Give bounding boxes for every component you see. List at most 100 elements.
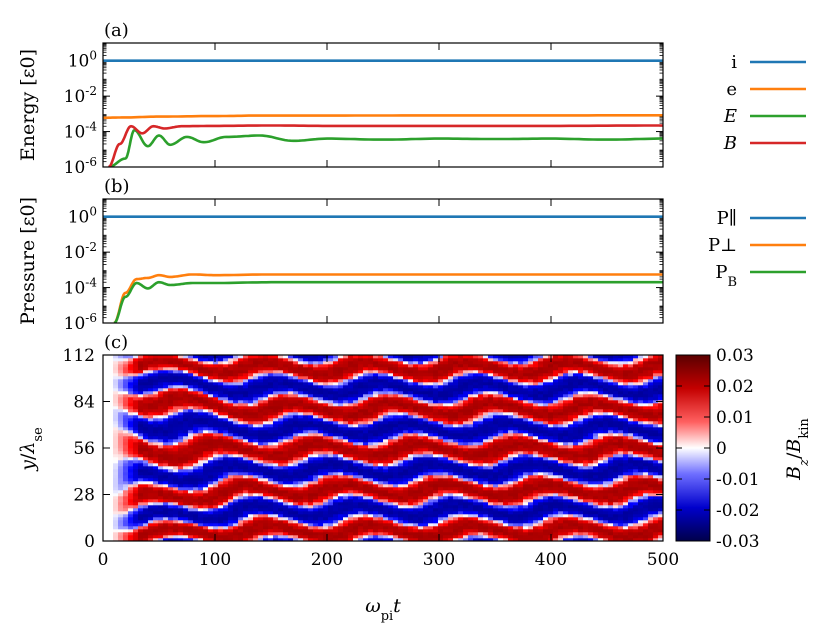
- heatmap-cell: [383, 493, 389, 497]
- heatmap-cell: [103, 466, 109, 470]
- heatmap-cell: [143, 493, 149, 497]
- heatmap-cell: [268, 526, 274, 530]
- heatmap-cell: [103, 475, 109, 479]
- heatmap-cell: [303, 361, 309, 365]
- heatmap-cell: [373, 469, 379, 473]
- heatmap-cell: [468, 490, 474, 494]
- heatmap-cell: [418, 457, 424, 461]
- heatmap-cell: [133, 508, 139, 512]
- heatmap-cell: [363, 460, 369, 464]
- heatmap-cell: [183, 376, 189, 380]
- heatmap-cell: [293, 529, 299, 533]
- heatmap-cell: [368, 397, 374, 401]
- heatmap-cell: [183, 493, 189, 497]
- heatmap-cell: [118, 454, 124, 458]
- heatmap-cell: [333, 412, 339, 416]
- heatmap-cell: [178, 388, 184, 392]
- heatmap-cell: [438, 391, 444, 395]
- heatmap-cell: [283, 391, 289, 395]
- heatmap-cell: [148, 406, 154, 410]
- heatmap-cell: [153, 463, 159, 467]
- heatmap-cell: [433, 364, 439, 368]
- heatmap-cell: [128, 364, 134, 368]
- heatmap-cell: [163, 496, 169, 500]
- heatmap-cell: [263, 520, 269, 524]
- heatmap-cell: [308, 502, 314, 506]
- heatmap-cell: [253, 355, 259, 359]
- heatmap-cell: [313, 460, 319, 464]
- heatmap-cell: [398, 400, 404, 404]
- heatmap-cell: [258, 535, 264, 539]
- heatmap-cell: [323, 403, 329, 407]
- heatmap-cell: [173, 475, 179, 479]
- heatmap-cell: [358, 511, 364, 515]
- heatmap-cell: [183, 520, 189, 524]
- heatmap-cell: [243, 400, 249, 404]
- heatmap-cell: [213, 532, 219, 536]
- heatmap-cell: [373, 466, 379, 470]
- heatmap-cell: [383, 388, 389, 392]
- heatmap-cell: [468, 430, 474, 434]
- heatmap-cell: [358, 424, 364, 428]
- heatmap-cell: [358, 418, 364, 422]
- heatmap-cell: [378, 523, 384, 527]
- heatmap-cell: [218, 514, 224, 518]
- heatmap-cell: [358, 382, 364, 386]
- heatmap-cell: [343, 358, 349, 362]
- heatmap-cell: [458, 511, 464, 515]
- heatmap-cell: [313, 412, 319, 416]
- heatmap-cell: [243, 511, 249, 515]
- heatmap-cell: [328, 463, 334, 467]
- heatmap-cell: [388, 415, 394, 419]
- heatmap-cell: [248, 532, 254, 536]
- heatmap-cell: [293, 367, 299, 371]
- heatmap-cell: [358, 532, 364, 536]
- heatmap-cell: [378, 373, 384, 377]
- heatmap-cell: [343, 379, 349, 383]
- heatmap-cell: [358, 388, 364, 392]
- heatmap-cell: [223, 466, 229, 470]
- heatmap-cell: [283, 499, 289, 503]
- heatmap-cell: [478, 439, 484, 443]
- heatmap-cell: [473, 460, 479, 464]
- heatmap-cell: [448, 421, 454, 425]
- heatmap-cell: [468, 412, 474, 416]
- heatmap-cell: [308, 472, 314, 476]
- heatmap-cell: [348, 412, 354, 416]
- heatmap-cell: [303, 439, 309, 443]
- heatmap-cell: [353, 409, 359, 413]
- heatmap-cell: [113, 538, 119, 541]
- heatmap-cell: [298, 532, 304, 536]
- heatmap-cell: [143, 529, 149, 533]
- heatmap-cell: [128, 376, 134, 380]
- heatmap-cell: [413, 403, 419, 407]
- heatmap-cell: [438, 520, 444, 524]
- heatmap-cell: [343, 397, 349, 401]
- heatmap-cell: [278, 373, 284, 377]
- heatmap-cell: [358, 487, 364, 491]
- heatmap-cell: [363, 529, 369, 533]
- heatmap-cell: [453, 487, 459, 491]
- heatmap-cell: [313, 358, 319, 362]
- heatmap-cell: [153, 376, 159, 380]
- heatmap-cell: [153, 526, 159, 530]
- heatmap-cell: [188, 442, 194, 446]
- heatmap-cell: [388, 436, 394, 440]
- heatmap-cell: [463, 394, 469, 398]
- heatmap-cell: [403, 445, 409, 449]
- heatmap-cell: [313, 484, 319, 488]
- heatmap-cell: [328, 454, 334, 458]
- heatmap-cell: [263, 451, 269, 455]
- heatmap-cell: [108, 487, 114, 491]
- heatmap-cell: [303, 508, 309, 512]
- heatmap-cell: [218, 478, 224, 482]
- heatmap-cell: [428, 538, 434, 541]
- heatmap-cell: [213, 391, 219, 395]
- heatmap-cell: [433, 415, 439, 419]
- heatmap-cell: [353, 523, 359, 527]
- heatmap-cell: [103, 463, 109, 467]
- heatmap-cell: [413, 388, 419, 392]
- heatmap-cell: [183, 517, 189, 521]
- heatmap-cell: [213, 397, 219, 401]
- heatmap-cell: [413, 478, 419, 482]
